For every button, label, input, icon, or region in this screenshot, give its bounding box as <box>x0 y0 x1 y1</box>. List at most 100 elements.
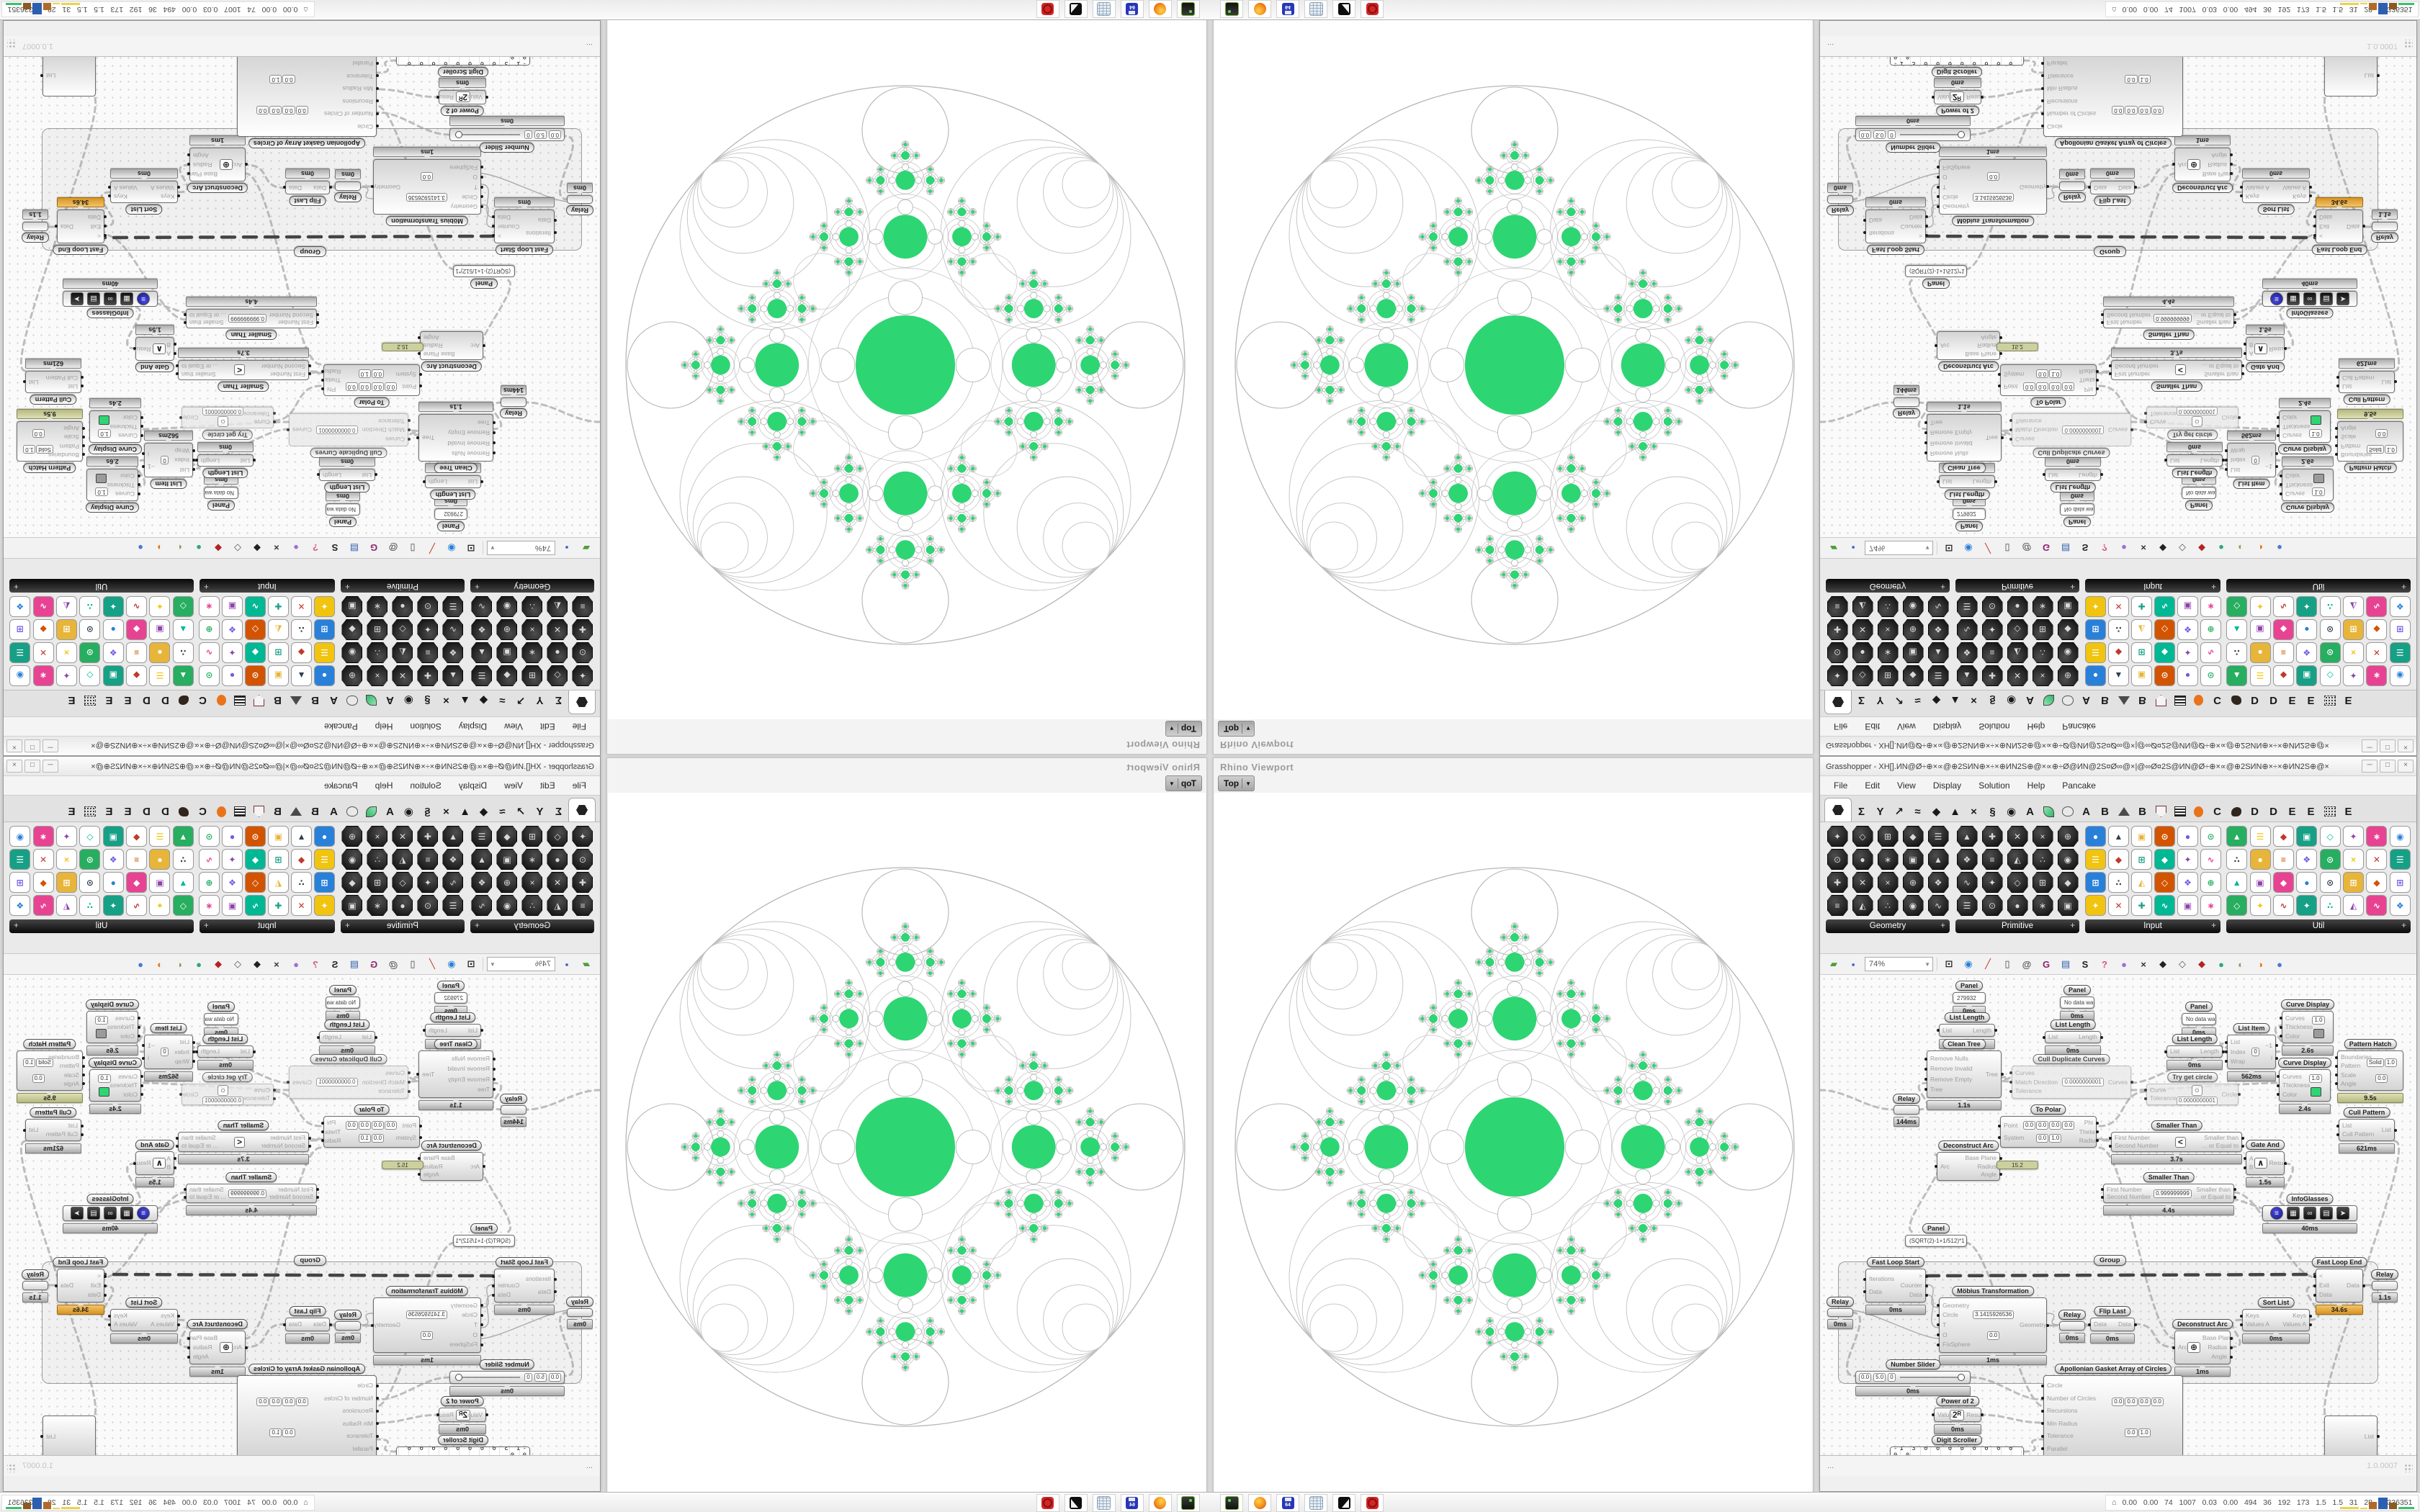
help-box-icon[interactable]: ? <box>2102 542 2107 554</box>
component-icon[interactable]: ☰ <box>472 665 493 686</box>
component-icon[interactable]: ⊙ <box>2319 619 2341 640</box>
sets-tab[interactable]: Y <box>1876 805 1884 818</box>
menu-item-display[interactable]: Display <box>458 721 488 732</box>
plugin-tab-d1[interactable]: D <box>2251 805 2259 818</box>
balloon-orange-icon[interactable]: ◑ <box>2257 958 2263 970</box>
gh-node-power-of-2[interactable]: Power of 2 Value 2ᴿ Result 0ms <box>436 78 486 116</box>
component-icon[interactable]: ◆ <box>497 826 518 847</box>
color-swatch[interactable] <box>2313 1029 2324 1038</box>
save-file-icon[interactable]: ▪ <box>565 542 569 554</box>
widget-balloon-icon[interactable]: ● <box>2121 958 2127 970</box>
open-file-icon[interactable]: ▰ <box>1830 958 1837 969</box>
gh-node-fast-loop-start[interactable]: Fast Loop Start Iterations Data > Counter Dat… <box>494 1257 555 1315</box>
component-icon[interactable]: ◆ <box>32 872 54 893</box>
component-icon[interactable]: ▲ <box>1928 642 1949 663</box>
intersect-tab[interactable]: × <box>1971 694 1977 707</box>
transform-tab[interactable]: § <box>1989 694 1996 707</box>
group-label[interactable]: Group <box>294 1255 326 1266</box>
menu-item-display[interactable]: Display <box>458 780 488 791</box>
component-icon[interactable]: ▲ <box>172 872 194 893</box>
gh-node-relay[interactable]: Relay 1.1s <box>21 1269 50 1302</box>
gh-node-relay[interactable]: Relay 144ms <box>1892 1094 1921 1127</box>
minimize-button[interactable]: ─ <box>2362 739 2378 752</box>
plugin-tab-a1[interactable]: A <box>386 805 394 818</box>
component-icon[interactable]: ✚ <box>268 596 289 617</box>
preview-gem-wire-icon[interactable]: ◇ <box>234 543 241 554</box>
vm-console-icon[interactable] <box>1220 1494 1243 1512</box>
preview-gem-red-icon[interactable]: ◆ <box>215 958 222 969</box>
component-icon[interactable]: ⊕ <box>342 665 363 686</box>
component-icon[interactable]: ≡ <box>126 642 148 663</box>
component-icon[interactable]: ≡ <box>126 849 148 870</box>
gh-node-cull-duplicate-curves[interactable]: Cull Duplicate Curves Curves Match Directi… <box>289 1054 408 1099</box>
component-icon[interactable]: ❖ <box>222 872 243 893</box>
maths-tab[interactable]: Σ <box>555 805 563 818</box>
component-icon[interactable]: ◇ <box>2154 872 2175 893</box>
preview-icon[interactable]: ◉ <box>1964 543 1973 554</box>
component-icon[interactable]: ◇ <box>547 665 568 686</box>
component-icon[interactable]: ▣ <box>149 619 171 640</box>
palette-group-label-util[interactable]: Util + <box>2226 919 2411 933</box>
component-icon[interactable]: ◭ <box>393 642 413 663</box>
component-icon[interactable]: ◆ <box>2058 619 2079 640</box>
component-icon[interactable]: ∴ <box>2226 642 2248 663</box>
gh-node-unnamed[interactable]: 15.2 <box>382 343 424 351</box>
component-icon[interactable]: ◉ <box>342 642 363 663</box>
component-icon[interactable]: ∴ <box>1877 895 1899 916</box>
component-icon[interactable]: ⊞ <box>1878 665 1899 686</box>
menu-item-solution[interactable]: Solution <box>410 721 442 732</box>
plugin-tab-e1[interactable]: E <box>2288 805 2296 818</box>
component-icon[interactable]: ◭ <box>2131 619 2152 640</box>
component-icon[interactable]: ≡ <box>1827 895 1848 916</box>
zoom-level-combo[interactable]: 74% ▼ <box>1865 957 1933 971</box>
gh-node-panel[interactable]: Panel 279932 0ms <box>1953 981 1986 1016</box>
component-icon[interactable]: ∿ <box>126 895 148 916</box>
component-icon[interactable]: ● <box>393 596 413 617</box>
component-icon[interactable]: ▣ <box>2131 665 2152 686</box>
component-icon[interactable]: ⊞ <box>2033 619 2053 640</box>
balloon-white-icon[interactable]: ◐ <box>2238 542 2244 554</box>
component-icon[interactable]: ✦ <box>2177 642 2198 663</box>
component-icon[interactable]: ∗ <box>2366 665 2388 686</box>
cat-app-icon[interactable] <box>1332 0 1355 18</box>
sketch-tool-icon[interactable]: ╱ <box>429 958 435 969</box>
component-icon[interactable]: ● <box>2007 596 2028 617</box>
gh-node-clean-tree[interactable]: Clean Tree Remove Nulls Remove Invalid Remo… <box>1924 1039 2004 1110</box>
component-icon[interactable]: ❖ <box>2177 619 2198 640</box>
component-icon[interactable]: ⊕ <box>2057 826 2079 847</box>
component-icon[interactable]: × <box>2343 849 2365 870</box>
gha-icon[interactable]: G <box>369 542 378 554</box>
plugin-dot-tab[interactable] <box>212 801 230 822</box>
component-icon[interactable]: ☰ <box>2085 642 2106 663</box>
plugin-dots-tab[interactable] <box>2321 801 2339 822</box>
gh-node-cull-duplicate-curves[interactable]: Cull Duplicate Curves Curves Match Directi… <box>289 413 408 458</box>
component-icon[interactable]: ▲ <box>2226 872 2248 893</box>
calculator-icon[interactable] <box>1304 1494 1327 1512</box>
minimize-button[interactable]: ─ <box>42 760 58 773</box>
component-icon[interactable]: ◆ <box>2057 872 2079 893</box>
component-icon[interactable]: ✦ <box>1982 619 2003 640</box>
plugin-tab-b2[interactable]: B <box>2138 694 2146 707</box>
gh-node-relay[interactable]: Relay 1.1s <box>21 210 50 243</box>
component-icon[interactable]: ✕ <box>2108 895 2129 916</box>
component-icon[interactable]: ✕ <box>547 619 568 640</box>
palette-group-label-geometry[interactable]: Geometry + <box>1826 919 1950 933</box>
component-icon[interactable]: ▲ <box>1956 826 1978 847</box>
component-icon[interactable]: ☰ <box>9 642 31 663</box>
params-tab[interactable] <box>1824 798 1852 822</box>
component-icon[interactable]: ✚ <box>2131 895 2152 916</box>
component-icon[interactable]: ◭ <box>55 596 77 617</box>
resize-grip[interactable] <box>2404 40 2413 48</box>
surface-tab[interactable]: ◆ <box>479 694 488 706</box>
color-swatch[interactable] <box>2310 415 2321 425</box>
component-icon[interactable]: ☰ <box>1928 665 1949 686</box>
component-icon[interactable]: ▣ <box>497 642 518 663</box>
menu-item-edit[interactable]: Edit <box>539 780 555 791</box>
plugin-tab-e3[interactable]: E <box>2344 805 2352 818</box>
component-icon[interactable]: ✦ <box>1981 872 2003 893</box>
maths-tab[interactable]: Σ <box>1857 805 1865 818</box>
component-icon[interactable]: ◭ <box>547 596 568 617</box>
component-icon[interactable]: ✦ <box>149 596 171 617</box>
palette-group-label-input[interactable]: Input + <box>200 579 335 593</box>
